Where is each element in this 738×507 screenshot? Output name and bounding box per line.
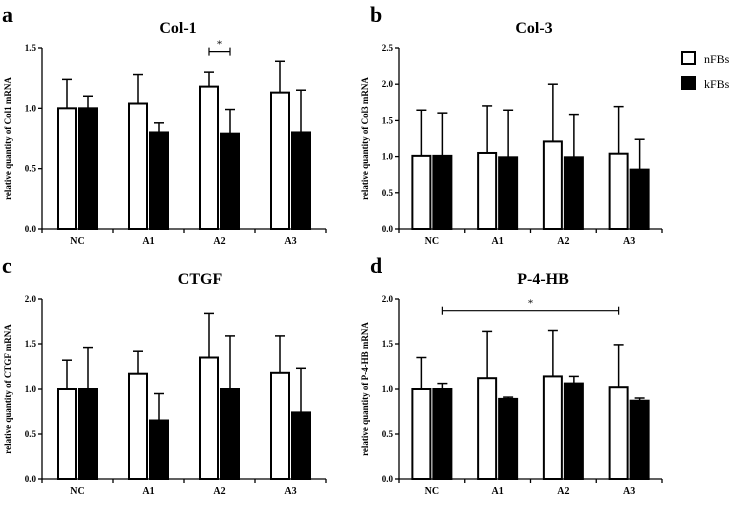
- bar-kfbs-a3: [629, 168, 650, 231]
- bar-kfbs-a2: [220, 132, 240, 231]
- y-axis-label: relative quantity of Col3 mRNA: [360, 77, 370, 200]
- bar-kfbs-a3: [291, 131, 311, 230]
- y-tick-label: 2.0: [382, 79, 394, 89]
- x-tick-label-a3: A3: [623, 236, 635, 247]
- legend: nFBs kFBs: [681, 51, 730, 91]
- y-tick-label: 1.0: [25, 103, 37, 113]
- y-tick-label: 0.5: [25, 164, 37, 174]
- y-tick-label: 1.5: [25, 43, 37, 53]
- chart-panel-a: a Col-1 relative quantity of Col1 mRNA 0.0 0…: [2, 2, 327, 247]
- x-tick-label-a3: A3: [284, 236, 296, 247]
- y-tick-label: 1.5: [25, 339, 37, 349]
- bar-nfbs-nc: [411, 388, 432, 480]
- bar-kfbs-nc: [432, 388, 453, 480]
- bar-kfbs-a1: [149, 131, 169, 230]
- y-tick-label: 1.0: [382, 384, 394, 394]
- bar-kfbs-a2: [563, 382, 584, 481]
- y-tick-label: 0.5: [382, 429, 394, 439]
- y-tick-label: 2.5: [382, 43, 394, 53]
- bar-nfbs-nc: [57, 388, 77, 480]
- x-tick-label-a1: A1: [492, 486, 504, 497]
- significance-bracket: *: [208, 39, 231, 56]
- bar-nfbs-a2: [542, 140, 563, 230]
- bar-nfbs-a3: [270, 371, 290, 480]
- bar-nfbs-nc: [411, 154, 432, 231]
- panel-letter: a: [2, 2, 13, 27]
- y-tick-label: 0.0: [25, 474, 37, 484]
- x-tick-label-nc: NC: [425, 486, 439, 497]
- bar-kfbs-a3: [291, 411, 311, 480]
- panel-letter: b: [370, 2, 382, 27]
- bar-nfbs-a2: [199, 356, 219, 480]
- bar-kfbs-a2: [563, 156, 584, 231]
- significance-bracket: *: [441, 298, 620, 315]
- significance-mark: *: [217, 39, 223, 51]
- y-tick-label: 1.0: [382, 152, 394, 162]
- chart-panel-c: c CTGF relative quantity of CTGF mRNA 0.0 0.…: [2, 253, 327, 497]
- x-tick-label-a2: A2: [557, 236, 569, 247]
- bar-nfbs-a3: [270, 91, 290, 230]
- bar-nfbs-a3: [608, 152, 629, 230]
- bar-nfbs-a2: [199, 85, 219, 231]
- legend-swatch-kfbs: [681, 76, 696, 90]
- bar-kfbs-nc: [432, 154, 453, 231]
- y-tick-label: 0.0: [382, 224, 394, 234]
- chart-panel-b: b Col-3 relative quantity of Col3 mRNA 0.0 0…: [360, 2, 663, 247]
- x-tick-label-a1: A1: [492, 236, 504, 247]
- x-tick-label-a1: A1: [142, 236, 154, 247]
- x-tick-label-a2: A2: [213, 486, 225, 497]
- bar-kfbs-nc: [78, 107, 98, 230]
- bar-nfbs-a1: [128, 102, 148, 230]
- x-tick-label-nc: NC: [70, 486, 84, 497]
- bar-nfbs-a3: [608, 386, 629, 481]
- y-axis-label: relative quantity of Col1 mRNA: [3, 77, 13, 200]
- bar-nfbs-a1: [477, 151, 498, 230]
- y-tick-label: 0.5: [382, 188, 394, 198]
- x-tick-label-a3: A3: [284, 486, 296, 497]
- y-tick-label: 1.5: [382, 339, 394, 349]
- x-tick-label-a2: A2: [213, 236, 225, 247]
- chart-title: Col-3: [515, 20, 552, 37]
- x-tick-label-a2: A2: [557, 486, 569, 497]
- y-tick-label: 0.0: [25, 224, 37, 234]
- bar-kfbs-a1: [498, 156, 519, 231]
- bar-kfbs-nc: [78, 388, 98, 480]
- y-axis-label: relative quantity of P-4-HB mRNA: [360, 322, 370, 456]
- significance-mark: *: [528, 298, 534, 310]
- x-tick-label-nc: NC: [425, 236, 439, 247]
- chart-title: CTGF: [178, 271, 223, 288]
- bar-nfbs-a1: [128, 372, 148, 481]
- y-tick-label: 0.5: [25, 429, 37, 439]
- legend-label-kfbs: kFBs: [704, 77, 730, 91]
- legend-swatch-nfbs: [681, 51, 696, 65]
- panel-letter: c: [2, 253, 12, 278]
- x-tick-label-nc: NC: [70, 236, 84, 247]
- panel-letter: d: [370, 253, 382, 278]
- y-tick-label: 1.5: [382, 115, 394, 125]
- x-tick-label-a1: A1: [142, 486, 154, 497]
- chart-title: P-4-HB: [517, 271, 569, 288]
- bar-nfbs-a1: [477, 377, 498, 481]
- bar-kfbs-a2: [220, 388, 240, 480]
- y-tick-label: 2.0: [25, 294, 37, 304]
- y-tick-label: 1.0: [25, 384, 37, 394]
- y-tick-label: 0.0: [382, 474, 394, 484]
- legend-label-nfbs: nFBs: [704, 52, 730, 66]
- bar-nfbs-nc: [57, 107, 77, 230]
- bar-kfbs-a3: [629, 399, 650, 481]
- chart-panel-d: d P-4-HB relative quantity of P-4-HB mRNA 0…: [360, 253, 663, 497]
- x-tick-label-a3: A3: [623, 486, 635, 497]
- chart-title: Col-1: [159, 20, 196, 37]
- y-tick-label: 2.0: [382, 294, 394, 304]
- bar-nfbs-a2: [542, 375, 563, 480]
- bar-kfbs-a1: [149, 419, 169, 480]
- y-axis-label: relative quantity of CTGF mRNA: [3, 324, 13, 454]
- bar-kfbs-a1: [498, 397, 519, 480]
